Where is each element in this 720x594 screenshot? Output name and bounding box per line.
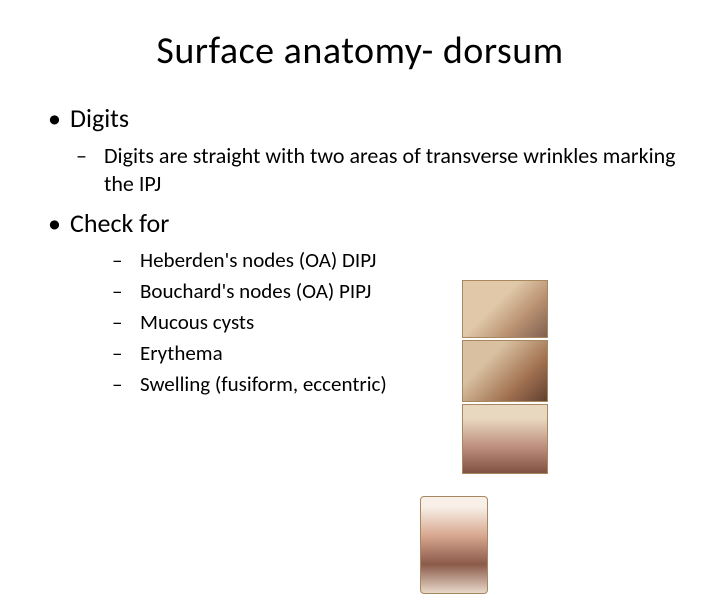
bullet-dash-icon: – [112,309,140,336]
bullet-dash-icon: – [112,371,140,398]
slide-title: Surface anatomy- dorsum [40,28,680,74]
bullet-text: Heberden's nodes (OA) DIPJ [140,247,376,274]
clinical-photo-4 [420,496,488,594]
bullet-dash-icon: – [112,247,140,274]
bullet-level1: • Check for [40,207,680,239]
bullet-text: Swelling (fusiform, eccentric) [140,371,387,398]
bullet-disc-icon: • [40,102,70,134]
bullet-level3: – Erythema [112,340,680,367]
bullet-dash-icon: – [112,340,140,367]
bullet-text: Digits [70,102,129,134]
bullet-level2: – Digits are straight with two areas of … [76,142,680,197]
clinical-photo-2 [462,340,548,402]
slide-container: Surface anatomy- dorsum • Digits – Digit… [0,0,720,540]
clinical-photo-1 [462,280,548,338]
clinical-photo-3 [462,404,548,474]
content-area: • Digits – Digits are straight with two … [40,102,680,397]
bullet-text: Bouchard's nodes (OA) PIPJ [140,278,371,305]
bullet-level3: – Bouchard's nodes (OA) PIPJ [112,278,680,305]
bullet-dash-icon: – [112,278,140,305]
bullet-text: Erythema [140,340,223,367]
bullet-level3: – Mucous cysts [112,309,680,336]
bullet-text: Mucous cysts [140,309,254,336]
bullet-level3: – Swelling (fusiform, eccentric) [112,371,680,398]
bullet-level3: – Heberden's nodes (OA) DIPJ [112,247,680,274]
bullet-text: Check for [70,207,169,239]
bullet-disc-icon: • [40,207,70,239]
bullet-dash-icon: – [76,142,104,170]
bullet-level1: • Digits [40,102,680,134]
bullet-text: Digits are straight with two areas of tr… [104,142,680,197]
